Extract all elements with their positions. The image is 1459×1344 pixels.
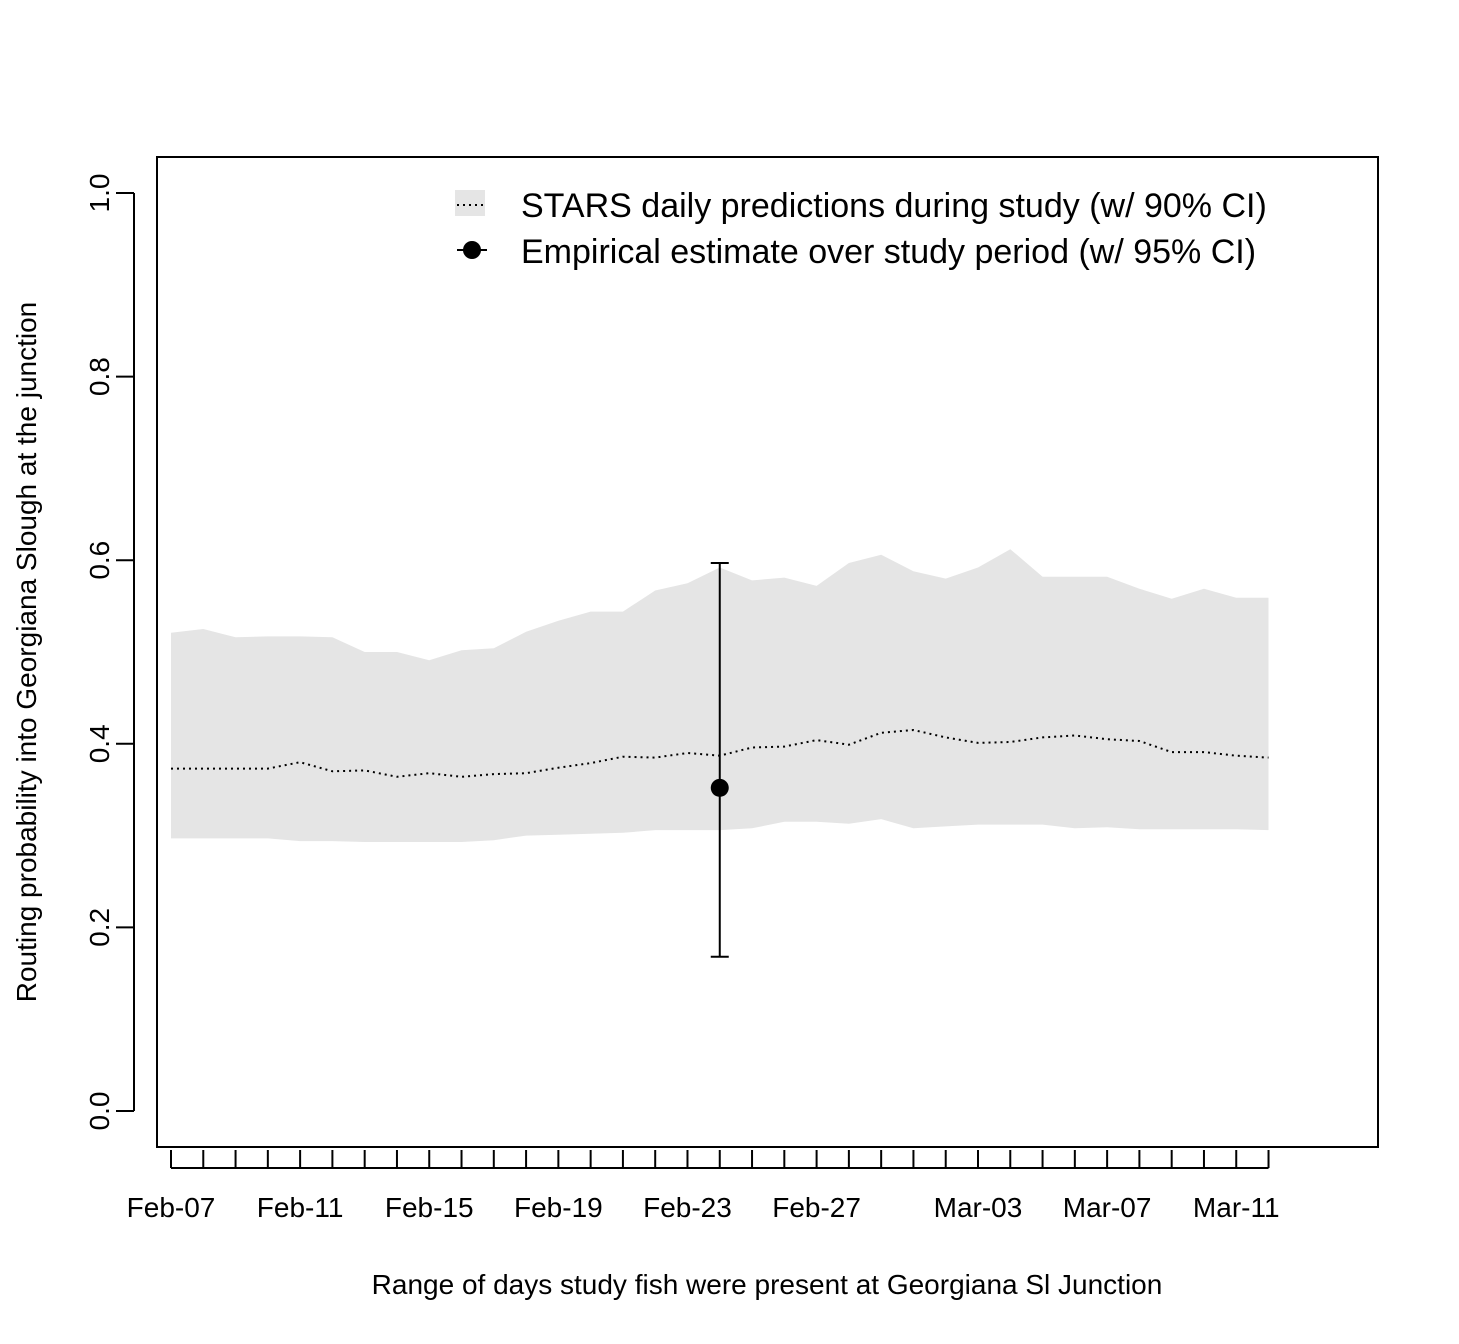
- x-tick-label: Feb-07: [127, 1192, 216, 1223]
- y-tick-label: 0.6: [84, 541, 115, 580]
- y-tick-label: 0.0: [84, 1092, 115, 1131]
- x-tick-label: Feb-27: [772, 1192, 861, 1223]
- x-tick-label: Feb-19: [514, 1192, 603, 1223]
- y-tick-label: 0.4: [84, 724, 115, 763]
- x-axis-title: Range of days study fish were present at…: [372, 1269, 1163, 1300]
- x-axis: Feb-07 Feb-11 Feb-15 Feb-19 Feb-23 Feb-27 Mar-…: [127, 1150, 1280, 1223]
- x-tick-label: Feb-23: [643, 1192, 732, 1223]
- empirical-estimate-point: [710, 778, 729, 797]
- x-tick-label: Feb-15: [385, 1192, 474, 1223]
- x-tick-label: Mar-03: [934, 1192, 1023, 1223]
- legend-label-stars: STARS daily predictions during study (w/…: [521, 187, 1267, 225]
- x-tick-label: Mar-07: [1063, 1192, 1152, 1223]
- empirical-estimate-layer: [710, 561, 729, 958]
- legend: STARS daily predictions during study (w/…: [455, 187, 1267, 271]
- y-axis-title: Routing probability into Georgiana Sloug…: [11, 302, 42, 1002]
- legend-point-key: [463, 241, 481, 259]
- legend-label-empirical: Empirical estimate over study period (w/…: [521, 233, 1256, 271]
- legend-band-swatch: [455, 190, 485, 216]
- y-tick-label: 0.8: [84, 357, 115, 396]
- y-tick-label: 0.2: [84, 908, 115, 947]
- x-tick-label: Mar-11: [1193, 1192, 1280, 1223]
- y-tick-label: 1.0: [84, 174, 115, 213]
- x-tick-label: Feb-11: [257, 1192, 344, 1223]
- y-axis: 0.0 0.2 0.4 0.6 0.8 1.0: [84, 174, 135, 1131]
- plot-frame: [156, 156, 1379, 1148]
